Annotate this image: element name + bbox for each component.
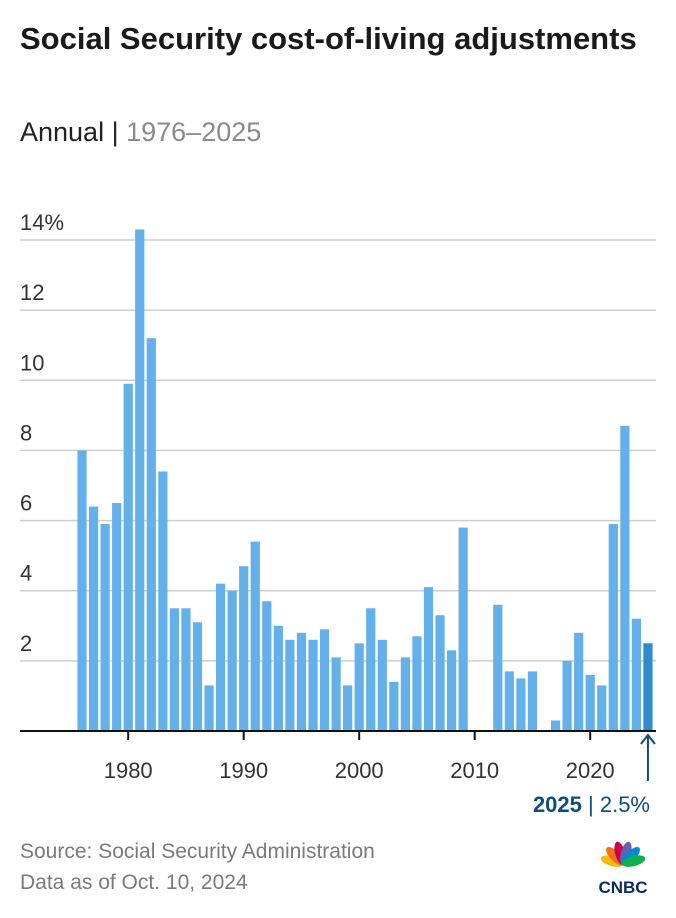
bar-2020	[585, 674, 595, 731]
bar-2003	[389, 681, 399, 731]
bar-1986	[192, 622, 203, 731]
bar-1999	[343, 685, 353, 731]
subtitle-range: 1976–2025	[126, 117, 262, 147]
svg-text:CNBC: CNBC	[598, 878, 647, 896]
x-tick-label: 1980	[104, 758, 153, 783]
bar-2001	[366, 608, 376, 731]
bar-1979	[112, 503, 122, 731]
x-tick-label: 2010	[450, 758, 499, 783]
y-tick-label: 10	[20, 350, 44, 375]
bar-2019	[574, 632, 584, 731]
bar-2006	[423, 587, 434, 731]
bar-2005	[412, 636, 422, 731]
bar-2008	[447, 650, 457, 731]
bar-2024	[631, 618, 641, 731]
bar-2009	[458, 527, 468, 731]
chart-title: Social Security cost-of-living adjustmen…	[20, 21, 637, 56]
bar-2007	[435, 615, 445, 731]
x-tick-label: 1990	[219, 758, 268, 783]
y-tick-label: 12	[20, 280, 44, 305]
x-tick-label: 2020	[566, 758, 615, 783]
bar-1994	[285, 639, 295, 731]
bar-1988	[216, 583, 226, 731]
arrow-head-icon	[640, 733, 656, 745]
bar-2004	[400, 657, 410, 731]
bar-1992	[262, 601, 272, 731]
chart-subtitle: Annual | 1976–2025	[20, 117, 261, 148]
bar-2018	[562, 660, 572, 731]
bar-1977	[88, 506, 99, 731]
annotation-value: 2.5%	[600, 792, 650, 817]
bar-1976	[77, 450, 87, 731]
bar-2022	[608, 524, 618, 731]
bar-2002	[377, 639, 387, 731]
bar-1993	[273, 625, 283, 731]
bar-1990	[239, 566, 249, 731]
bar-2015	[527, 671, 538, 731]
bar-2017	[550, 720, 561, 731]
bar-1998	[331, 657, 341, 731]
bar-1984	[169, 608, 179, 731]
bar-1995	[296, 632, 307, 731]
subtitle-sep: |	[104, 117, 127, 147]
y-tick-label: 2	[20, 631, 32, 656]
y-tick-label: 4	[20, 561, 32, 586]
bar-1985	[181, 608, 191, 731]
subtitle-main: Annual	[20, 117, 105, 147]
bar-2021	[597, 685, 607, 731]
bar-1978	[100, 524, 110, 731]
annotation-label: 2025 | 2.5%	[533, 792, 650, 817]
bar-2012	[493, 604, 503, 731]
cnbc-logo: CNBC	[598, 841, 648, 896]
bar-1989	[227, 590, 237, 731]
bar-2014	[516, 678, 526, 731]
bar-1991	[250, 541, 260, 731]
bar-1996	[308, 639, 318, 731]
annotation-year: 2025	[533, 792, 582, 817]
y-tick-label: 6	[20, 491, 32, 516]
data-date: Data as of Oct. 10, 2024	[20, 871, 248, 894]
bar-1982	[146, 338, 156, 731]
source-note: Source: Social Security Administration D…	[20, 836, 375, 898]
annotation-sep: |	[582, 792, 600, 817]
bar-1981	[135, 229, 145, 731]
y-tick-label: 8	[20, 420, 32, 445]
y-tick-label: 14%	[20, 210, 64, 235]
x-tick-label: 2000	[335, 758, 384, 783]
bar-1997	[319, 629, 330, 731]
bar-2000	[354, 643, 364, 731]
source-text: Source: Social Security Administration	[20, 840, 375, 863]
bar-1983	[158, 471, 168, 731]
bar-1980	[123, 383, 133, 731]
bar-2013	[504, 671, 514, 731]
bar-1987	[204, 685, 214, 731]
bar-2025	[643, 643, 653, 731]
bar-2023	[620, 425, 630, 731]
